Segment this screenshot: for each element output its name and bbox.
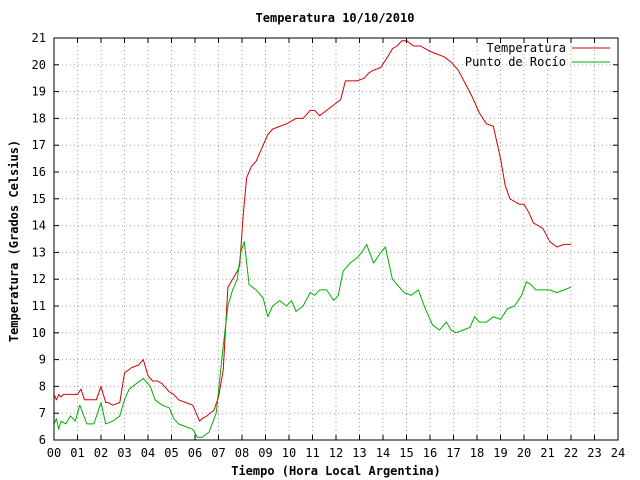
grid-lines	[54, 38, 618, 440]
y-tick-label: 6	[39, 433, 46, 447]
y-tick-label: 18	[32, 111, 46, 125]
x-tick-label: 08	[235, 446, 249, 460]
y-tick-label: 8	[39, 379, 46, 393]
x-tick-label: 22	[564, 446, 578, 460]
y-tick-label: 20	[32, 58, 46, 72]
y-tick-label: 19	[32, 85, 46, 99]
x-tick-label: 19	[493, 446, 507, 460]
y-tick-label: 21	[32, 31, 46, 45]
legend-label-temperatura: Temperatura	[487, 41, 566, 55]
x-tick-label: 01	[70, 446, 84, 460]
x-tick-label: 18	[470, 446, 484, 460]
x-tick-label: 12	[329, 446, 343, 460]
x-tick-label: 07	[211, 446, 225, 460]
x-tick-label: 14	[376, 446, 390, 460]
x-tick-label: 16	[423, 446, 437, 460]
x-axis-ticks: 00 01 02 03 04 05 06 07 08 09 10 11 12 13 14 15 16 17 18 19…	[47, 38, 625, 460]
series-line-temperatura	[53, 40, 571, 422]
y-tick-label: 17	[32, 138, 46, 152]
x-tick-label: 11	[305, 446, 319, 460]
x-tick-label: 10	[282, 446, 296, 460]
y-tick-label: 15	[32, 192, 46, 206]
x-tick-label: 09	[258, 446, 272, 460]
y-tick-label: 10	[32, 326, 46, 340]
series-lines	[53, 40, 572, 438]
x-tick-label: 06	[188, 446, 202, 460]
y-tick-label: 13	[32, 245, 46, 259]
x-tick-label: 15	[399, 446, 413, 460]
y-tick-label: 14	[32, 219, 46, 233]
x-tick-label: 17	[446, 446, 460, 460]
x-tick-label: 04	[141, 446, 155, 460]
legend-label-punto-de-rocio: Punto de Rocío	[465, 55, 566, 69]
x-tick-label: 03	[117, 446, 131, 460]
x-tick-label: 20	[517, 446, 531, 460]
y-axis-ticks: 6 7 8 9 10 11 12 13 14 15 16 17 18 19 20 21	[32, 31, 618, 447]
series-line-punto-de-rocio	[53, 241, 572, 438]
x-tick-label: 02	[94, 446, 108, 460]
y-tick-label: 9	[39, 353, 46, 367]
plot-frame	[53, 37, 619, 441]
x-tick-label: 21	[540, 446, 554, 460]
y-tick-label: 12	[32, 272, 46, 286]
x-tick-label: 05	[164, 446, 178, 460]
y-axis-label: Temperatura (Grados Celsius)	[7, 140, 21, 342]
x-tick-label: 00	[47, 446, 61, 460]
x-tick-label: 24	[611, 446, 625, 460]
x-tick-label: 13	[352, 446, 366, 460]
y-tick-label: 16	[32, 165, 46, 179]
x-axis-label: Tiempo (Hora Local Argentina)	[231, 464, 441, 478]
x-tick-label: 23	[587, 446, 601, 460]
legend: Temperatura Punto de Rocío	[465, 41, 610, 69]
y-tick-label: 11	[32, 299, 46, 313]
y-tick-label: 7	[39, 406, 46, 420]
chart-title: Temperatura 10/10/2010	[256, 11, 415, 25]
